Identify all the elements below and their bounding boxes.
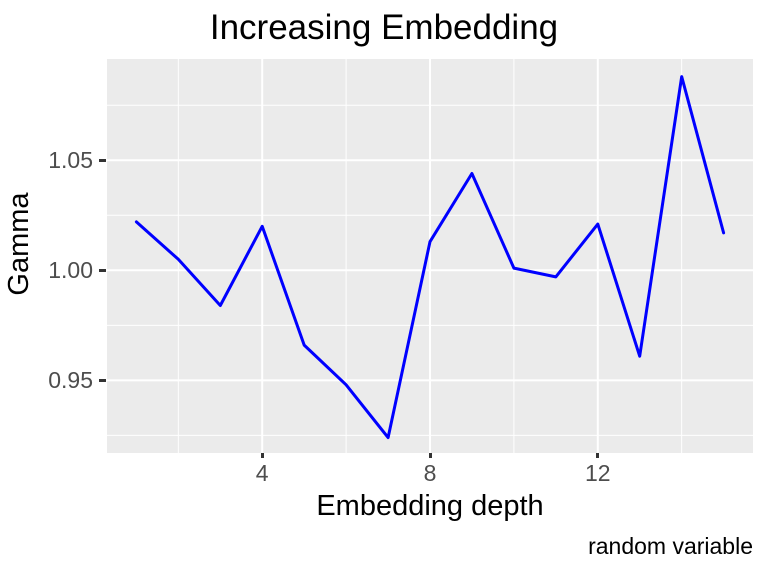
y-tick-label: 1.00 — [48, 257, 93, 284]
x-tick-label: 4 — [255, 460, 269, 486]
x-axis-title: Embedding depth — [316, 490, 544, 522]
x-tick-mark — [428, 453, 432, 458]
x-tick-label: 12 — [584, 460, 611, 486]
data-line — [134, 75, 726, 440]
plot-caption: random variable — [588, 533, 753, 559]
y-tick-label: 1.05 — [48, 147, 93, 174]
y-tick-mark — [99, 158, 106, 162]
x-tick-mark — [260, 453, 264, 458]
x-tick-mark — [596, 453, 600, 458]
x-tick-label: 8 — [423, 460, 437, 486]
plot-panel — [107, 59, 753, 453]
line-plot — [107, 59, 753, 453]
y-tick-mark — [99, 268, 106, 272]
y-tick-mark — [99, 378, 106, 382]
y-axis-title: Gamma — [3, 192, 35, 296]
chart-title: Increasing Embedding — [209, 8, 559, 47]
y-tick-label: 0.95 — [48, 367, 93, 394]
